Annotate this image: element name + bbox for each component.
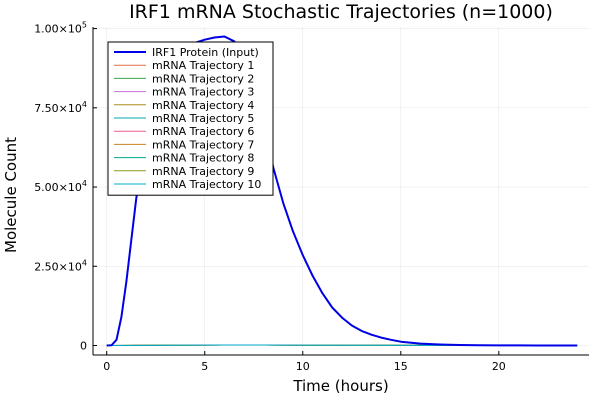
chart-title: IRF1 mRNA Stochastic Trajectories (n=100… bbox=[129, 1, 553, 23]
legend-label: mRNA Trajectory 10 bbox=[152, 178, 261, 191]
legend-label: mRNA Trajectory 5 bbox=[152, 112, 254, 125]
legend-label: mRNA Trajectory 9 bbox=[152, 165, 254, 178]
legend-label: mRNA Trajectory 7 bbox=[152, 138, 254, 151]
legend: IRF1 Protein (Input)mRNA Trajectory 1mRN… bbox=[107, 41, 274, 196]
legend-label: mRNA Trajectory 3 bbox=[152, 86, 254, 99]
x-tick-label: 5 bbox=[201, 360, 208, 373]
y-tick-label: 1.00×105 bbox=[34, 21, 87, 36]
x-tick-label: 0 bbox=[103, 360, 110, 373]
y-tick-label: 0 bbox=[80, 339, 87, 352]
y-axis-label: Molecule Count bbox=[2, 137, 20, 253]
legend-label: IRF1 Protein (Input) bbox=[152, 46, 259, 59]
legend-label: mRNA Trajectory 2 bbox=[152, 72, 254, 85]
axes bbox=[92, 27, 589, 356]
x-tick-label: 10 bbox=[296, 360, 310, 373]
legend-label: mRNA Trajectory 8 bbox=[152, 152, 254, 165]
x-tick-label: 15 bbox=[394, 360, 408, 373]
tick-labels: 0 5 10 15 20 0 2.50×104 5.00×104 7.50×104 1.00×10… bbox=[34, 21, 506, 373]
legend-label: mRNA Trajectory 1 bbox=[152, 59, 254, 72]
y-tick-label: 7.50×104 bbox=[34, 100, 87, 115]
legend-label: mRNA Trajectory 6 bbox=[152, 125, 254, 138]
y-tick-label: 5.00×104 bbox=[34, 179, 87, 194]
legend-label: mRNA Trajectory 4 bbox=[152, 99, 254, 112]
x-axis-label: Time (hours) bbox=[292, 377, 388, 395]
legend-box bbox=[107, 41, 274, 196]
x-tick-label: 20 bbox=[492, 360, 506, 373]
y-tick-label: 2.50×104 bbox=[34, 258, 87, 273]
